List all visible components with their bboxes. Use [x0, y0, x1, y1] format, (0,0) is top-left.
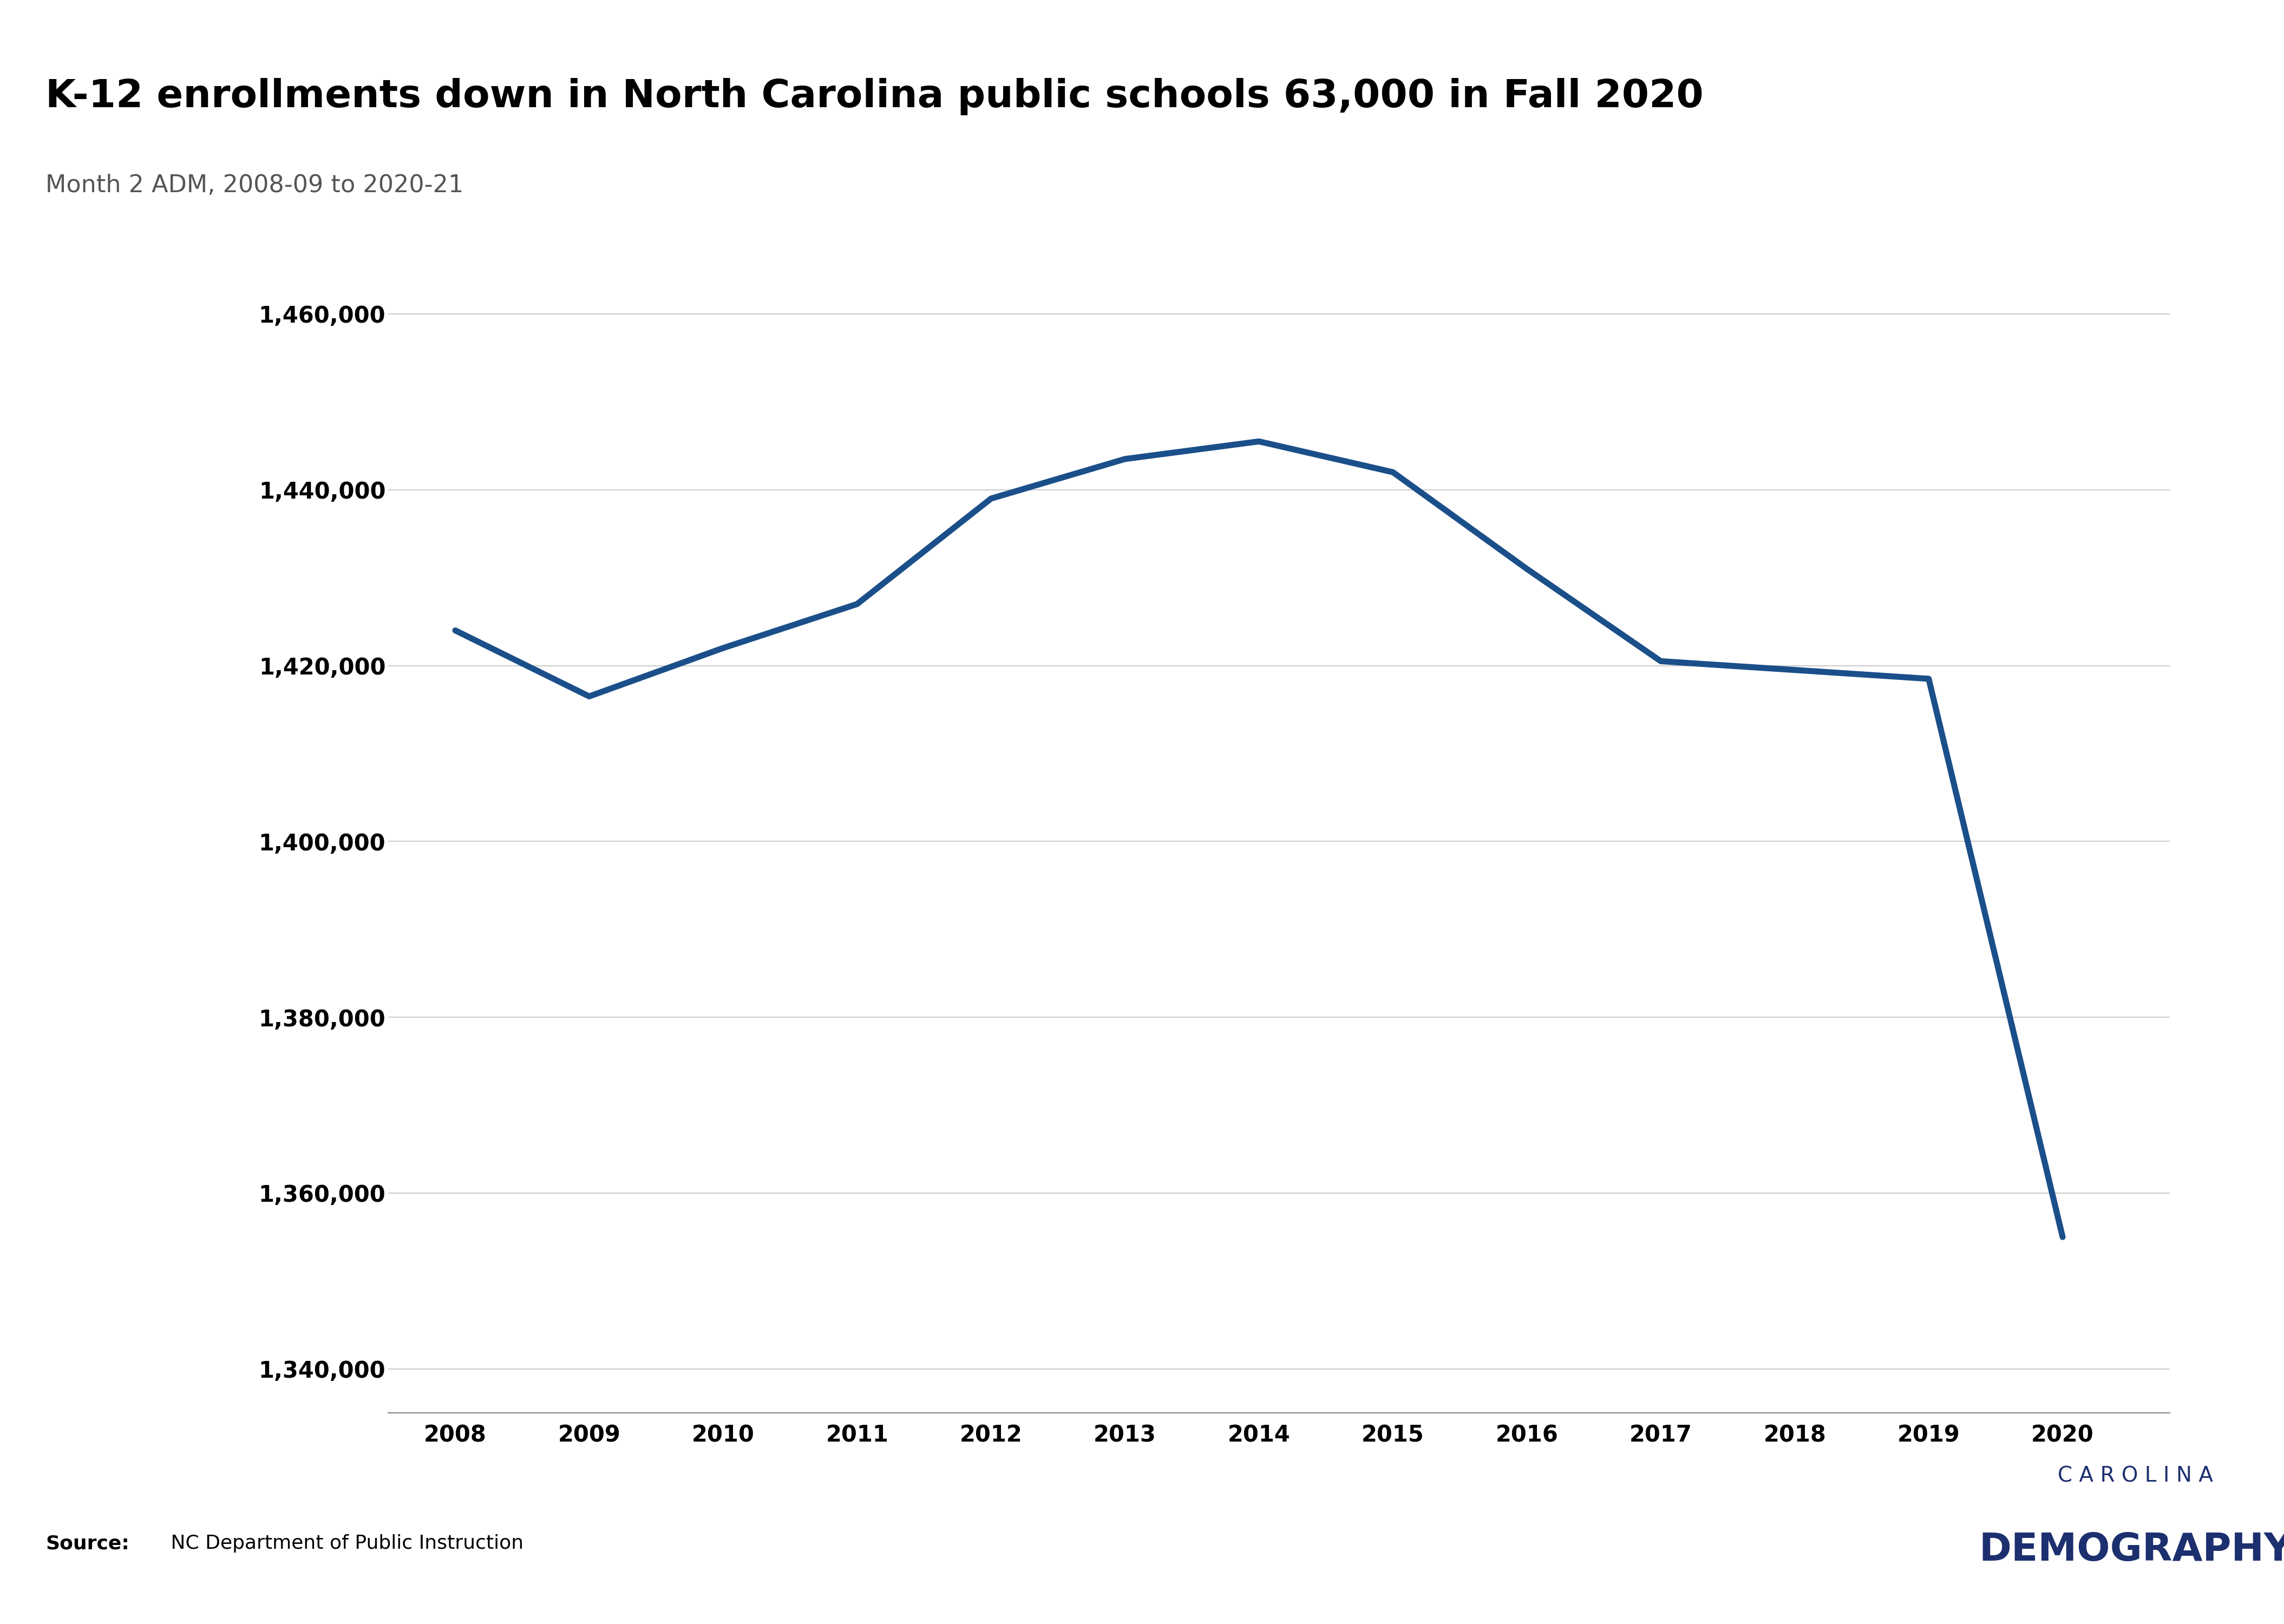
Text: NC Department of Public Instruction: NC Department of Public Instruction	[164, 1535, 523, 1553]
Text: DEMOGRAPHY: DEMOGRAPHY	[1978, 1531, 2284, 1569]
Text: C A R O L I N A: C A R O L I N A	[2058, 1465, 2213, 1486]
Text: K-12 enrollments down in North Carolina public schools 63,000 in Fall 2020: K-12 enrollments down in North Carolina …	[46, 78, 1704, 115]
Text: Source:: Source:	[46, 1535, 130, 1553]
Text: Month 2 ADM, 2008-09 to 2020-21: Month 2 ADM, 2008-09 to 2020-21	[46, 174, 464, 197]
